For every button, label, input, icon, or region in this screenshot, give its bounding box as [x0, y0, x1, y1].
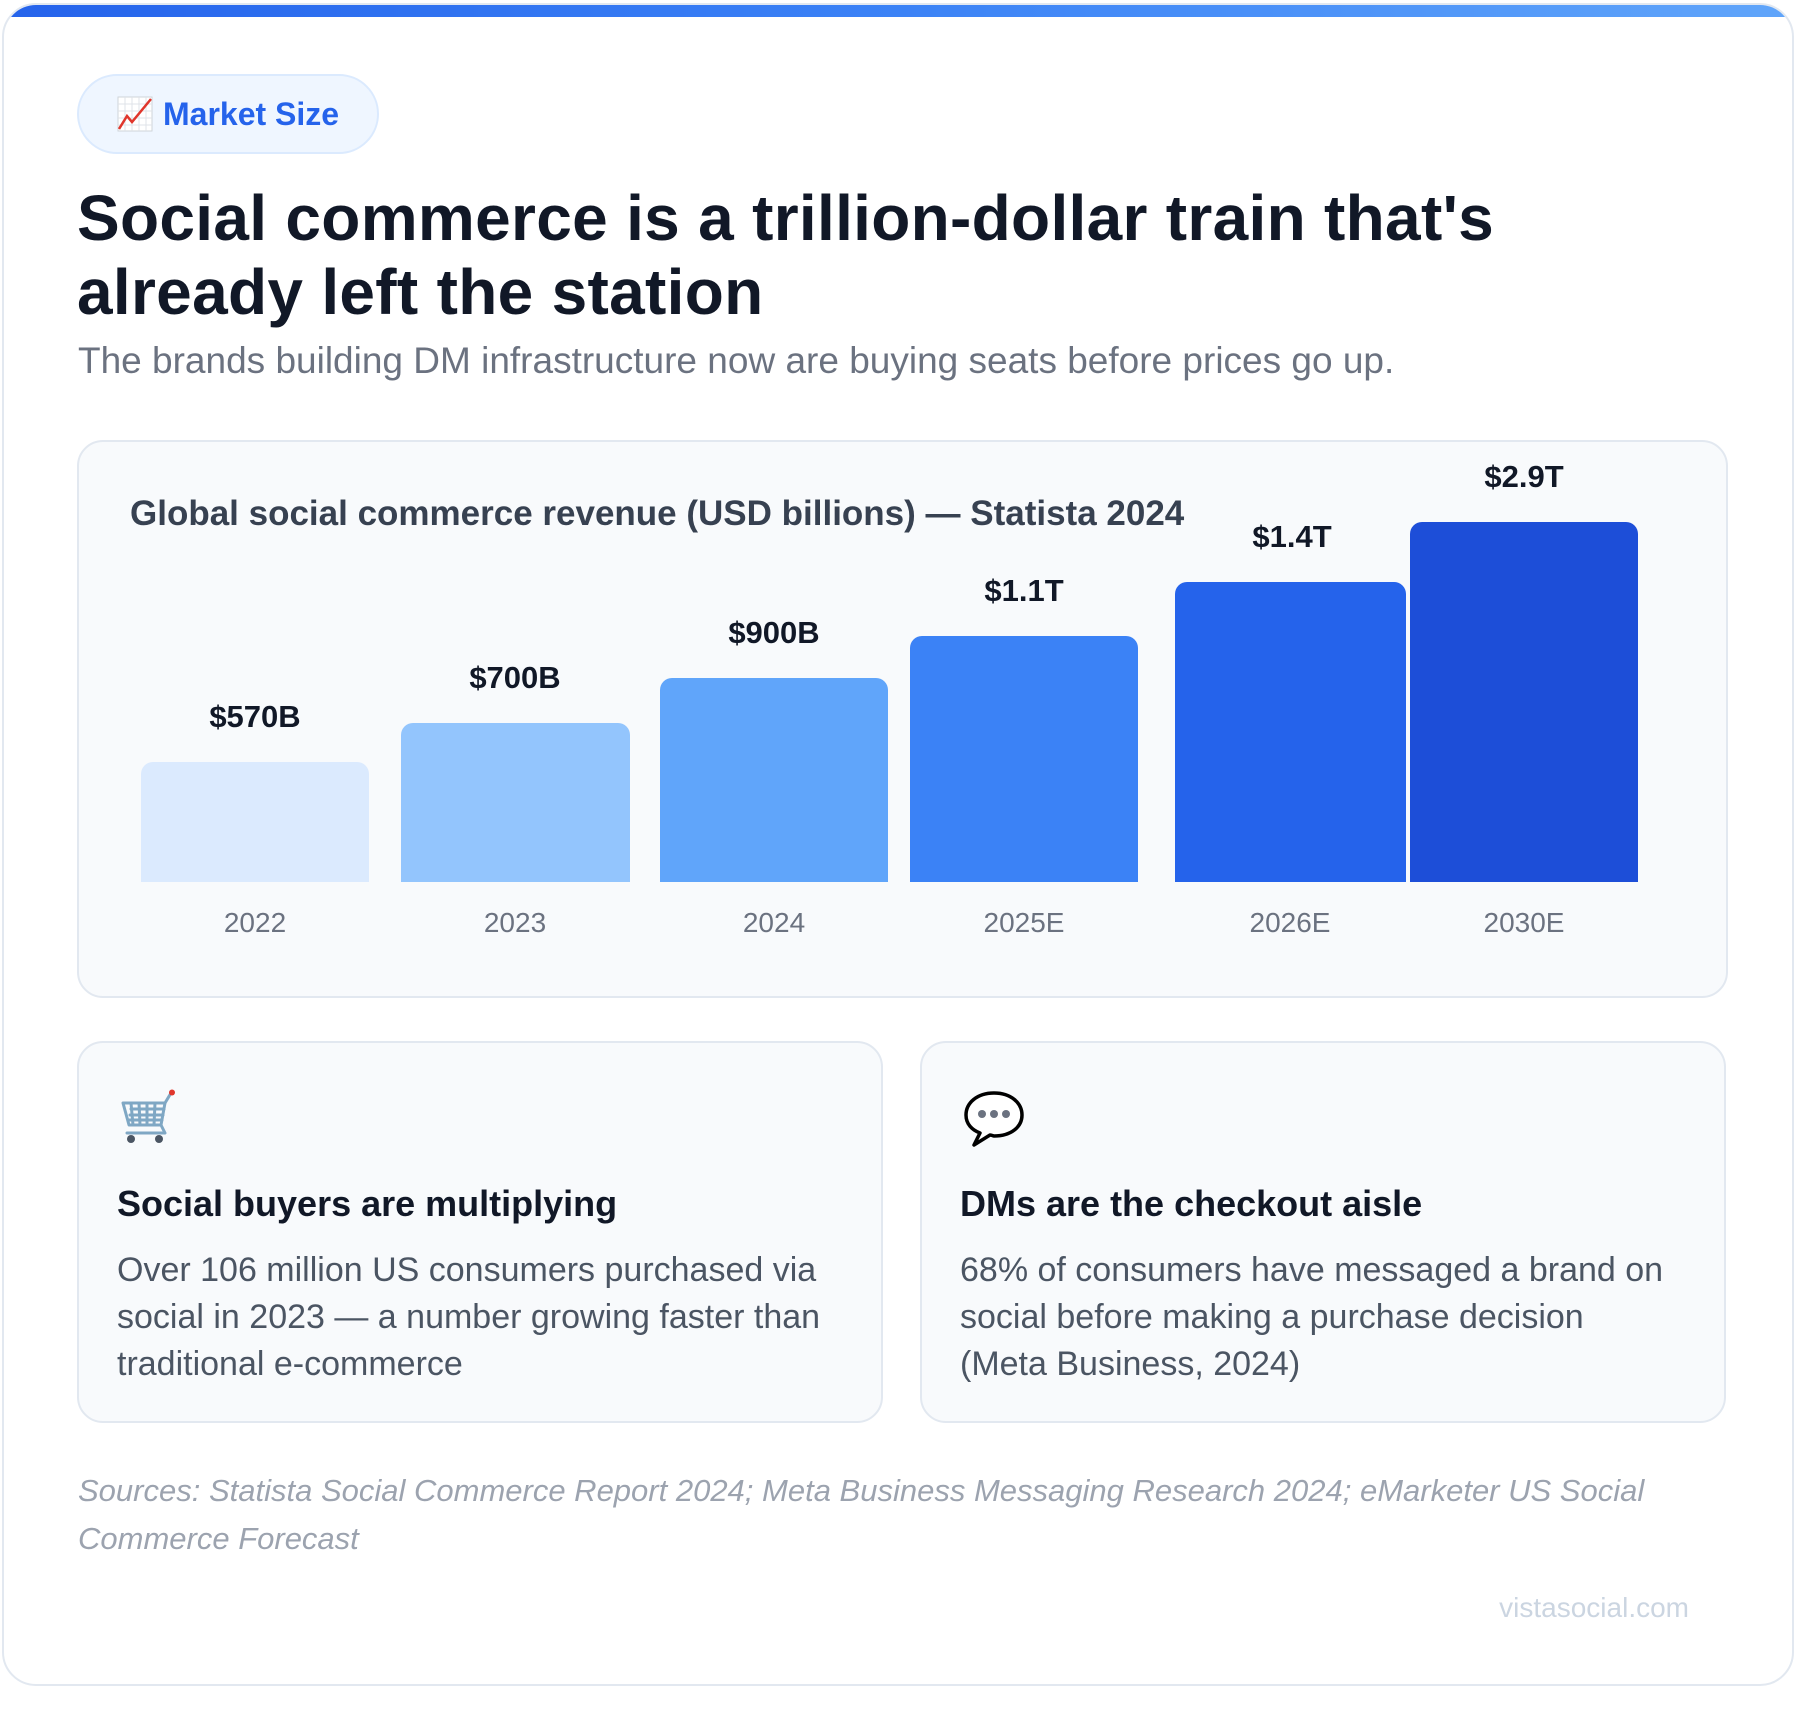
revenue-bar-chart: Global social commerce revenue (USD bill… — [77, 440, 1728, 998]
infographic-card: Market Size Social commerce is a trillio… — [2, 3, 1794, 1686]
x-axis-label: 2030E — [1483, 907, 1565, 938]
page-title: Social commerce is a trillion-dollar tra… — [77, 182, 1494, 328]
bar-value-label: $700B — [469, 660, 561, 695]
x-axis-label: 2022 — [223, 907, 287, 938]
bar-2024 — [660, 678, 888, 882]
feature-body: Over 106 million US consumers purchased … — [117, 1251, 821, 1383]
feature-title: Social buyers are multiplying — [117, 1183, 618, 1224]
chart-title: Global social commerce revenue (USD bill… — [130, 494, 1185, 533]
bar-2023 — [401, 723, 630, 882]
page-subtitle: The brands building DM infrastructure no… — [78, 340, 1395, 381]
badge-label: Market Size — [163, 95, 340, 132]
chart-increasing-icon — [117, 96, 153, 132]
sources-footnote: Sources: Statista Social Commerce Report… — [78, 1473, 1645, 1556]
bar-2030e — [1410, 522, 1638, 882]
bar-2022 — [141, 762, 369, 882]
bar-value-label: $2.9T — [1484, 459, 1564, 494]
feature-title: DMs are the checkout aisle — [960, 1183, 1423, 1224]
bar-value-label: $900B — [728, 615, 820, 650]
x-axis-label: 2024 — [742, 907, 806, 938]
bar-value-label: $1.1T — [984, 573, 1064, 608]
bar-2025e — [910, 636, 1138, 882]
brand-watermark: vistasocial.com — [1499, 1592, 1689, 1623]
x-axis-label: 2023 — [483, 907, 547, 938]
shopping-cart-icon — [119, 1089, 183, 1153]
feature-body: 68% of consumers have messaged a brand o… — [960, 1251, 1664, 1383]
accent-top-bar — [4, 5, 1792, 17]
x-axis-label: 2026E — [1249, 907, 1331, 938]
bar-value-label: $570B — [209, 699, 301, 734]
category-badge: Market Size — [77, 74, 380, 154]
feature-card-dms-checkout: DMs are the checkout aisle 68% of consum… — [920, 1041, 1726, 1423]
bar-value-label: $1.4T — [1252, 519, 1332, 554]
speech-bubble-icon — [962, 1089, 1026, 1153]
bar-2026e — [1175, 582, 1406, 882]
feature-card-social-buyers: Social buyers are multiplying Over 106 m… — [77, 1041, 883, 1423]
x-axis-label: 2025E — [983, 907, 1065, 938]
